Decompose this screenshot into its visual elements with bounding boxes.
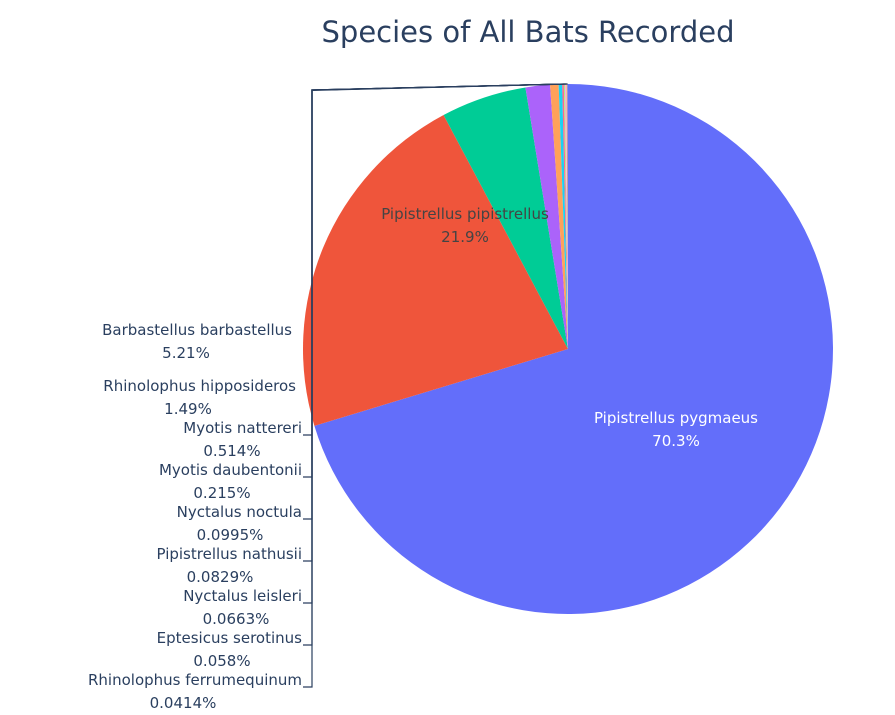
slice-label-percent: 0.0995% bbox=[197, 526, 264, 544]
pie-slices bbox=[303, 84, 833, 614]
slice-label-name: Myotis nattereri bbox=[183, 419, 302, 437]
slice-label-eptesicus-serotinus: Eptesicus serotinus 0.058% bbox=[157, 629, 303, 670]
slice-label-myotis-nattereri: Myotis nattereri 0.514% bbox=[183, 419, 302, 460]
leader-line-rhinolophus-ferrumequinum bbox=[303, 83, 568, 688]
slice-label-barbastellus-barbastellus: Barbastellus barbastellus 5.21% bbox=[102, 321, 292, 362]
slice-label-percent: 0.0414% bbox=[150, 694, 217, 712]
pie-slice-rhinolophus-ferrumequinum bbox=[567, 84, 568, 349]
slice-label-rhinolophus-hipposideros: Rhinolophus hipposideros 1.49% bbox=[103, 377, 296, 418]
pie-slice-myotis-daubentonii bbox=[558, 84, 568, 349]
slice-label-myotis-daubentonii: Myotis daubentonii 0.215% bbox=[159, 461, 302, 502]
slice-label-nyctalus-leisleri: Nyctalus leisleri 0.0663% bbox=[183, 587, 302, 628]
slice-label-pipistrellus-pipistrellus: Pipistrellus pipistrellus 21.9% bbox=[381, 205, 549, 246]
slice-label-name: Rhinolophus hipposideros bbox=[103, 377, 296, 395]
slice-label-name: Nyctalus noctula bbox=[177, 503, 302, 521]
slice-label-percent: 0.058% bbox=[193, 652, 250, 670]
pie-slice-barbastellus-barbastellus bbox=[443, 87, 568, 350]
slice-label-percent: 0.0663% bbox=[203, 610, 270, 628]
slice-label-name: Eptesicus serotinus bbox=[157, 629, 303, 647]
slice-label-name: Myotis daubentonii bbox=[159, 461, 302, 479]
pie-slice-nyctalus-leisleri bbox=[565, 84, 568, 349]
leader-lines bbox=[303, 83, 568, 688]
pie-slice-eptesicus-serotinus bbox=[566, 84, 568, 349]
slice-label-percent: 0.215% bbox=[193, 484, 250, 502]
slice-labels: Pipistrellus pygmaeus 70.3% Pipistrellus p… bbox=[88, 205, 758, 712]
slice-label-name: Barbastellus barbastellus bbox=[102, 321, 292, 339]
pie-slice-pipistrellus-pipistrellus bbox=[303, 115, 568, 426]
slice-label-percent: 0.514% bbox=[203, 442, 260, 460]
slice-label-pipistrellus-pygmaeus: Pipistrellus pygmaeus 70.3% bbox=[594, 409, 758, 450]
chart-title: Species of All Bats Recorded bbox=[322, 15, 735, 49]
slice-label-nyctalus-noctula: Nyctalus noctula 0.0995% bbox=[177, 503, 302, 544]
slice-label-pipistrellus-nathusii: Pipistrellus nathusii 0.0829% bbox=[156, 545, 302, 586]
pie-slice-nyctalus-noctula bbox=[562, 84, 568, 349]
slice-label-name: Rhinolophus ferrumequinum bbox=[88, 671, 302, 689]
slice-label-percent: 1.49% bbox=[164, 400, 212, 418]
pie-slice-myotis-nattereri bbox=[550, 84, 568, 349]
pie-slice-pipistrellus-pygmaeus bbox=[314, 84, 833, 614]
pie-slice-pipistrellus-nathusii bbox=[563, 84, 568, 349]
slice-label-percent: 5.21% bbox=[162, 344, 210, 362]
slice-label-rhinolophus-ferrumequinum: Rhinolophus ferrumequinum 0.0414% bbox=[88, 671, 302, 712]
slice-label-name: Nyctalus leisleri bbox=[183, 587, 302, 605]
slice-label-name: Pipistrellus nathusii bbox=[156, 545, 302, 563]
slice-label-percent: 0.0829% bbox=[187, 568, 254, 586]
pie-slice-rhinolophus-hipposideros bbox=[525, 84, 568, 349]
